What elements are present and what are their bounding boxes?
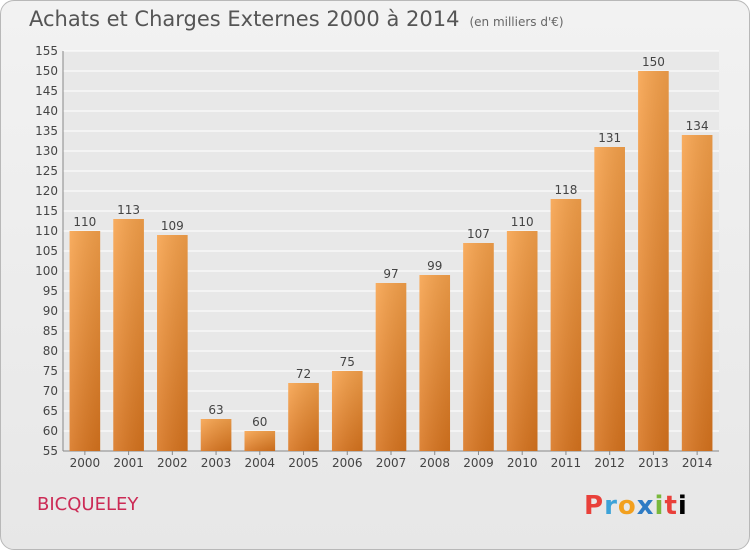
bar-shade — [506, 231, 538, 451]
bar-shade — [681, 135, 713, 451]
data-label: 60 — [252, 415, 267, 429]
x-tick-label: 2008 — [419, 456, 450, 470]
y-tick-label: 105 — [35, 244, 58, 258]
bar-shade — [375, 283, 407, 451]
x-tick-label: 2001 — [113, 456, 144, 470]
data-label: 113 — [117, 203, 140, 217]
x-tick-label: 2009 — [463, 456, 494, 470]
y-tick-label: 55 — [43, 444, 58, 458]
y-tick-label: 125 — [35, 164, 58, 178]
chart-unit: (en milliers d'€) — [469, 15, 564, 29]
data-label: 134 — [686, 119, 709, 133]
data-label: 150 — [642, 55, 665, 69]
data-label: 75 — [340, 355, 355, 369]
bar-shade — [550, 199, 582, 451]
y-tick-label: 60 — [43, 424, 58, 438]
bar-shade — [200, 419, 232, 451]
proxiti-logo: Proxiti — [584, 491, 688, 521]
y-tick-label: 90 — [43, 304, 58, 318]
y-tick-label: 95 — [43, 284, 58, 298]
data-label: 110 — [73, 215, 96, 229]
y-tick-label: 85 — [43, 324, 58, 338]
x-tick-label: 2007 — [376, 456, 407, 470]
y-tick-label: 155 — [35, 44, 58, 58]
y-tick-label: 120 — [35, 184, 58, 198]
y-tick-label: 75 — [43, 364, 58, 378]
data-label: 131 — [598, 131, 621, 145]
y-tick-label: 65 — [43, 404, 58, 418]
x-tick-label: 2006 — [332, 456, 363, 470]
bar-shade — [113, 219, 144, 451]
data-label: 107 — [467, 227, 490, 241]
y-tick-label: 130 — [35, 144, 58, 158]
y-tick-label: 80 — [43, 344, 58, 358]
y-tick-label: 110 — [35, 224, 58, 238]
logo-letter: r — [604, 491, 618, 521]
chart-title: Achats et Charges Externes 2000 à 2014 (e… — [29, 7, 564, 31]
chart-title-text: Achats et Charges Externes 2000 à 2014 — [29, 7, 460, 31]
logo-letter: i — [654, 491, 665, 521]
x-tick-label: 2013 — [638, 456, 669, 470]
x-tick-label: 2000 — [70, 456, 101, 470]
y-tick-label: 135 — [35, 124, 58, 138]
data-label: 99 — [427, 259, 442, 273]
bar-shade — [638, 71, 669, 451]
x-tick-label: 2004 — [245, 456, 276, 470]
bar-shade — [69, 231, 101, 451]
x-tick-label: 2014 — [682, 456, 713, 470]
y-tick-label: 70 — [43, 384, 58, 398]
y-tick-label: 140 — [35, 104, 58, 118]
x-tick-label: 2002 — [157, 456, 188, 470]
bar-shade — [288, 383, 319, 451]
data-label: 72 — [296, 367, 311, 381]
y-tick-label: 100 — [35, 264, 58, 278]
data-label: 110 — [511, 215, 534, 229]
logo-letter: o — [617, 491, 637, 521]
logo-letter: P — [584, 491, 605, 521]
bar-shade — [244, 431, 276, 451]
logo-letter: t — [664, 491, 678, 521]
y-tick-label: 145 — [35, 84, 58, 98]
bar-shade — [419, 275, 451, 451]
data-label: 118 — [554, 183, 577, 197]
y-tick-label: 115 — [35, 204, 58, 218]
x-tick-label: 2010 — [507, 456, 538, 470]
commune-name: BICQUELEY — [37, 494, 139, 515]
data-label: 97 — [383, 267, 398, 281]
data-label: 109 — [161, 219, 184, 233]
logo-letter: i — [677, 491, 688, 521]
data-label: 63 — [208, 403, 223, 417]
x-tick-label: 2011 — [551, 456, 582, 470]
bar-shade — [331, 371, 363, 451]
bar-shade — [594, 147, 625, 451]
logo-letter: x — [636, 491, 655, 521]
x-tick-label: 2005 — [288, 456, 319, 470]
y-tick-label: 150 — [35, 64, 58, 78]
bar-shade — [463, 243, 494, 451]
x-tick-label: 2012 — [594, 456, 625, 470]
x-tick-label: 2003 — [201, 456, 232, 470]
bar-shade — [157, 235, 188, 451]
